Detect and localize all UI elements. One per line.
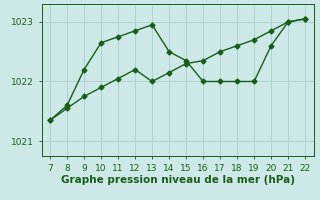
X-axis label: Graphe pression niveau de la mer (hPa): Graphe pression niveau de la mer (hPa) [60,175,295,185]
